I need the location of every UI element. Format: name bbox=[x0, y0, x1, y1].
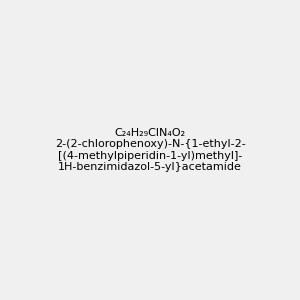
Text: C₂₄H₂₉ClN₄O₂
2-(2-chlorophenoxy)-N-{1-ethyl-2-
[(4-methylpiperidin-1-yl)methyl]-: C₂₄H₂₉ClN₄O₂ 2-(2-chlorophenoxy)-N-{1-et… bbox=[55, 128, 245, 172]
